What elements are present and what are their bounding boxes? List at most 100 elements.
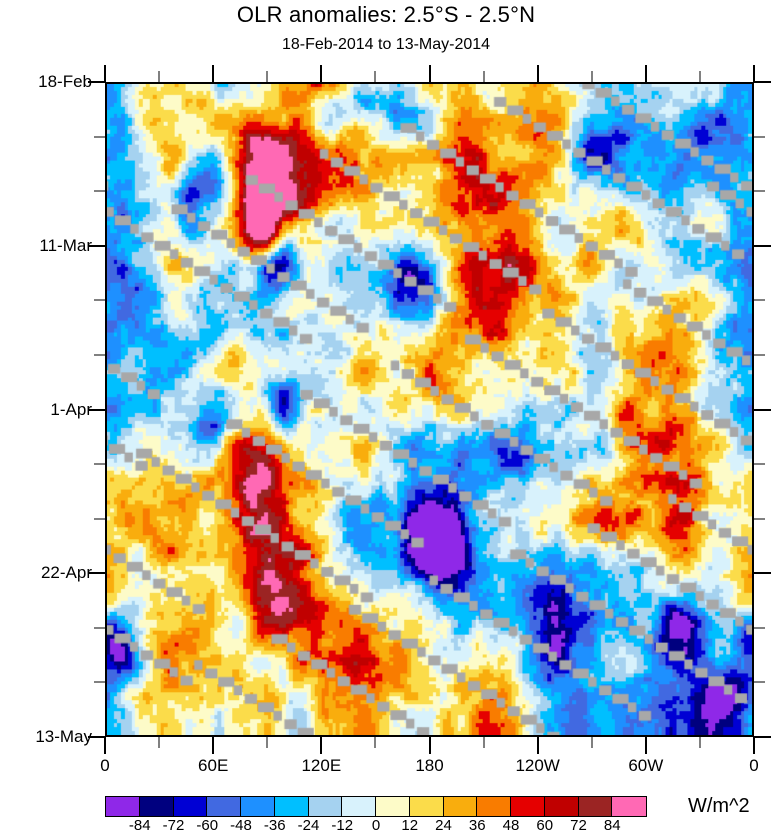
y-tick-minor-right-7 xyxy=(754,463,765,466)
y-tick-major-right-0 xyxy=(754,81,771,83)
colorbar-tick-label-8: 12 xyxy=(401,817,419,834)
x-tick-major-6 xyxy=(753,737,755,754)
colorbar-tick-label-13: 72 xyxy=(570,817,587,834)
colorbar-swatch-4 xyxy=(241,797,275,816)
x-tick-minor-top-1 xyxy=(158,71,161,82)
y-tick-major-1 xyxy=(88,244,105,247)
colorbar-tick-label-11: 48 xyxy=(502,817,520,834)
y-tick-major-right-4 xyxy=(754,736,771,738)
x-tick-label-6: 0 xyxy=(749,756,759,775)
x-tick-major-top-6 xyxy=(753,65,755,82)
x-tick-label-2: 120E xyxy=(301,756,342,775)
colorbar-tick-label-4: -36 xyxy=(263,817,286,834)
x-tick-major-top-3 xyxy=(428,65,431,82)
x-tick-minor-top-7 xyxy=(482,71,485,82)
x-tick-major-1 xyxy=(212,737,215,754)
colorbar xyxy=(105,796,647,817)
y-tick-major-right-2 xyxy=(754,408,771,411)
x-tick-major-4 xyxy=(536,737,539,754)
y-tick-minor-4 xyxy=(94,299,105,302)
x-tick-minor-top-5 xyxy=(374,71,377,82)
y-tick-major-3 xyxy=(88,572,105,575)
y-tick-minor-right-4 xyxy=(754,299,765,302)
x-tick-minor-top-9 xyxy=(590,71,593,82)
x-tick-label-5: 60W xyxy=(628,756,664,775)
colorbar-swatch-8 xyxy=(376,797,410,816)
y-tick-minor-right-11 xyxy=(754,681,765,684)
colorbar-tick-label-12: 60 xyxy=(536,817,554,834)
colorbar-tick-label-0: -84 xyxy=(128,817,151,834)
y-tick-label-0: 18-Feb xyxy=(38,72,92,91)
y-tick-major-right-1 xyxy=(754,244,771,247)
colorbar-swatch-6 xyxy=(308,797,343,816)
x-tick-major-2 xyxy=(320,737,323,754)
colorbar-swatch-7 xyxy=(342,797,376,816)
colorbar-swatch-9 xyxy=(409,797,444,816)
y-tick-minor-5 xyxy=(94,353,105,356)
y-tick-minor-10 xyxy=(94,626,105,629)
y-tick-minor-right-10 xyxy=(754,626,765,629)
page-subtitle: 18-Feb-2014 to 13-May-2014 xyxy=(281,36,491,53)
hovmoller-plot-area xyxy=(105,82,754,737)
x-tick-minor-top-3 xyxy=(266,71,269,82)
colorbar-tick-label-9: 24 xyxy=(435,817,452,834)
colorbar-swatch-1 xyxy=(139,797,174,816)
y-tick-major-4 xyxy=(88,736,105,738)
y-tick-minor-7 xyxy=(94,463,105,466)
x-tick-minor-1 xyxy=(158,737,161,748)
x-tick-major-top-5 xyxy=(644,65,647,82)
y-tick-minor-right-1 xyxy=(754,135,765,138)
y-tick-minor-2 xyxy=(94,190,105,193)
colorbar-tick-label-5: -24 xyxy=(297,817,320,834)
colorbar-swatch-10 xyxy=(443,797,478,816)
y-tick-minor-right-2 xyxy=(754,190,765,193)
x-tick-minor-11 xyxy=(698,737,701,748)
colorbar-tick-label-7: 0 xyxy=(371,817,381,834)
colorbar-swatch-14 xyxy=(578,797,613,816)
colorbar-swatch-12 xyxy=(511,797,545,816)
x-tick-minor-9 xyxy=(590,737,593,748)
colorbar-tick-label-14: 84 xyxy=(603,817,621,834)
x-tick-major-5 xyxy=(644,737,647,754)
y-tick-minor-right-8 xyxy=(754,517,765,520)
page-title: OLR anomalies: 2.5°S - 2.5°N xyxy=(236,2,536,27)
x-tick-minor-3 xyxy=(266,737,269,748)
colorbar-tick-label-6: -12 xyxy=(331,817,354,834)
y-tick-label-4: 13-May xyxy=(35,727,92,746)
y-tick-minor-right-5 xyxy=(754,353,765,356)
y-tick-label-2: 1-Apr xyxy=(50,399,92,419)
x-tick-major-top-0 xyxy=(104,65,106,82)
colorbar-swatch-2 xyxy=(173,797,208,816)
olr-anomaly-field xyxy=(107,84,752,735)
colorbar-tick-label-2: -60 xyxy=(196,817,219,834)
y-tick-major-2 xyxy=(88,408,105,411)
x-tick-minor-7 xyxy=(482,737,485,748)
x-tick-major-0 xyxy=(104,737,106,754)
y-tick-minor-8 xyxy=(94,517,105,520)
colorbar-swatch-11 xyxy=(477,797,511,816)
x-tick-label-1: 60E xyxy=(198,756,229,775)
colorbar-swatch-13 xyxy=(544,797,579,816)
colorbar-tick-label-10: 36 xyxy=(468,817,486,834)
colorbar-swatch-5 xyxy=(274,797,309,816)
x-tick-label-0: 0 xyxy=(100,756,110,775)
colorbar-swatch-3 xyxy=(207,797,241,816)
x-tick-major-top-2 xyxy=(320,65,323,82)
y-tick-label-3: 22-Apr xyxy=(40,563,92,583)
y-tick-major-0 xyxy=(88,81,105,83)
colorbar-tick-label-3: -48 xyxy=(230,817,252,834)
x-tick-label-3: 180 xyxy=(415,756,444,775)
y-tick-minor-11 xyxy=(94,681,105,684)
x-tick-major-top-1 xyxy=(212,65,215,82)
x-tick-major-3 xyxy=(428,737,431,754)
x-tick-major-top-4 xyxy=(536,65,539,82)
x-tick-minor-5 xyxy=(374,737,377,748)
y-tick-minor-1 xyxy=(94,135,105,138)
colorbar-tick-label-1: -72 xyxy=(162,817,185,834)
x-tick-minor-top-11 xyxy=(698,71,701,82)
y-tick-label-1: 11-Mar xyxy=(39,235,92,255)
colorbar-swatch-0 xyxy=(106,797,140,816)
colorbar-swatch-15 xyxy=(612,797,646,816)
colorbar-unit-label: W/m^2 xyxy=(688,795,750,817)
x-tick-label-4: 120W xyxy=(515,756,560,775)
